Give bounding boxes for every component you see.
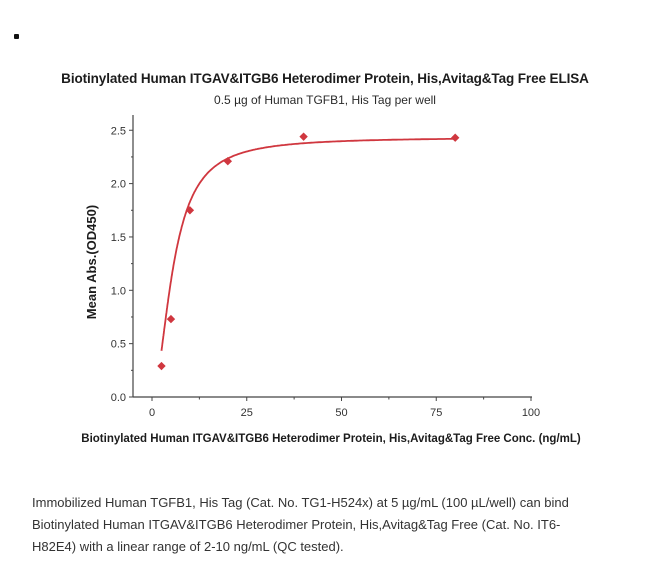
svg-text:50: 50 — [335, 407, 347, 419]
caption-line: Immobilized Human TGFB1, His Tag (Cat. N… — [32, 495, 569, 510]
svg-text:0: 0 — [149, 407, 155, 419]
figure-caption: Immobilized Human TGFB1, His Tag (Cat. N… — [32, 492, 632, 558]
data-point-marker — [157, 361, 166, 371]
caption-line: Biotinylated Human ITGAV&ITGB6 Heterodim… — [32, 517, 561, 532]
chart-title: Biotinylated Human ITGAV&ITGB6 Heterodim… — [61, 71, 589, 86]
bullet-point — [14, 34, 19, 39]
svg-text:100: 100 — [522, 407, 540, 419]
fit-curve — [160, 137, 456, 352]
data-point-marker — [299, 132, 308, 141]
data-markers — [157, 132, 460, 371]
svg-text:2.0: 2.0 — [111, 179, 126, 191]
elisa-chart: 0.0 0.5 1.0 1.5 2.0 2.5 0 25 50 75 100 Biotinylate… — [81, 115, 581, 445]
data-point-marker — [451, 133, 460, 142]
caption-line: H82E4) with a linear range of 2-10 ng/mL… — [32, 539, 344, 554]
data-point-marker — [185, 206, 195, 215]
data-point-marker — [166, 314, 176, 324]
svg-text:0.5: 0.5 — [111, 339, 126, 351]
x-axis-label: Biotinylated Human ITGAV&ITGB6 Heterodim… — [81, 433, 581, 445]
svg-text:2.5: 2.5 — [111, 125, 126, 137]
chart-axes: 0.0 0.5 1.0 1.5 2.0 2.5 0 25 50 75 100 — [111, 115, 540, 419]
svg-text:1.0: 1.0 — [111, 285, 126, 297]
y-axis-label: Mean Abs.(OD450) — [84, 205, 99, 319]
svg-text:0.0: 0.0 — [111, 392, 126, 404]
svg-text:1.5: 1.5 — [111, 232, 126, 244]
svg-text:75: 75 — [430, 407, 442, 419]
chart-subtitle: 0.5 µg of Human TGFB1, His Tag per well — [214, 93, 436, 107]
svg-text:25: 25 — [241, 407, 253, 419]
data-point-marker — [223, 156, 232, 166]
